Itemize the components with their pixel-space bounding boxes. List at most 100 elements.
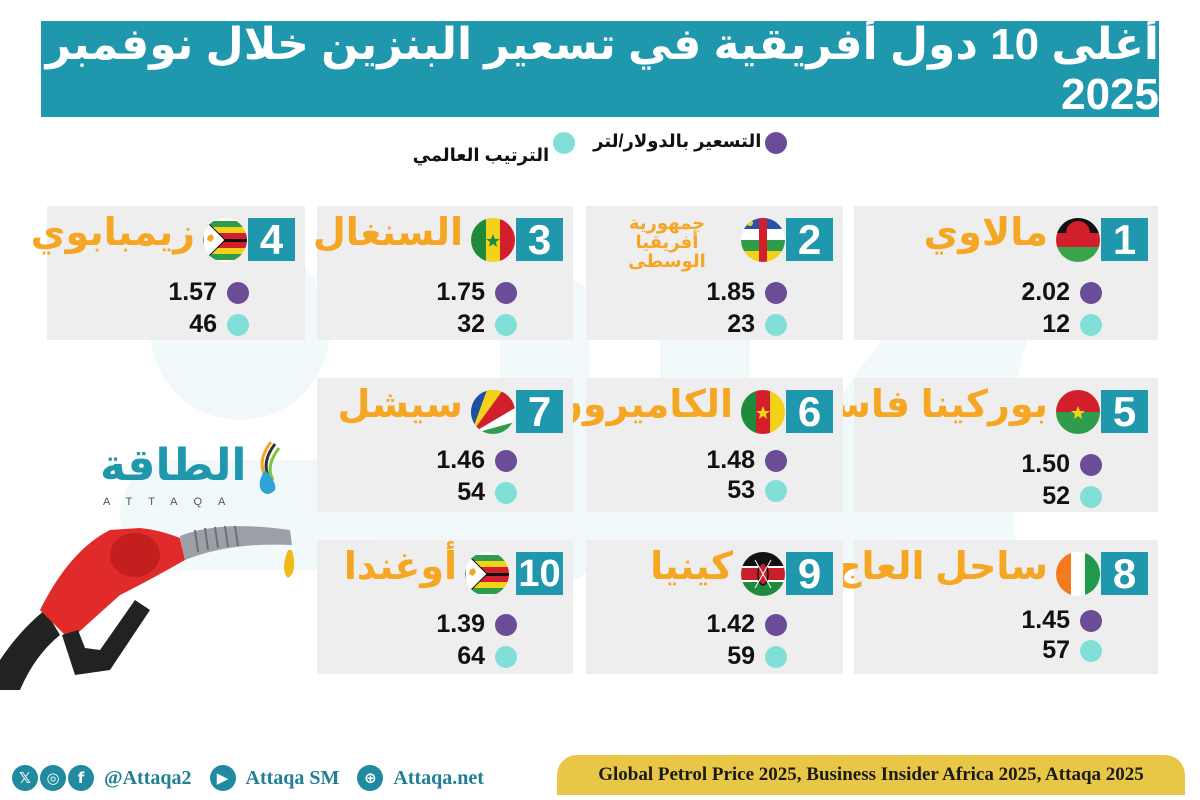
country-name: جمهورية أفريقيا الوسطى [628, 213, 706, 271]
rank-badge: 5 [1101, 390, 1148, 433]
country-card-8: 8 ساحل العاج 1.45 57 [834, 540, 1158, 674]
country-card-1: 1 مالاوي 2.02 12 [854, 206, 1158, 340]
rank-badge: 2 [786, 218, 833, 261]
teal-dot-icon [495, 645, 517, 668]
price-text: 1.46 [436, 446, 485, 474]
country-name: بوركينا فاسو [809, 384, 1048, 426]
teal-dot-icon [765, 479, 787, 502]
social-icons: 𝕏 ◎ f [12, 765, 94, 791]
teal-dot-icon [765, 313, 787, 336]
teal-dot-icon [1080, 313, 1102, 336]
facebook-icon[interactable]: f [68, 765, 94, 791]
ivory-coast-flag-icon [1056, 552, 1100, 596]
rank-badge: 3 [516, 218, 563, 261]
zimbabwe-flag-icon [203, 218, 247, 262]
purple-dot-icon [495, 613, 517, 636]
global-rank-value: 53 [727, 476, 787, 505]
global-rank-text: 59 [727, 642, 755, 670]
seychelles-flag-icon [471, 390, 515, 434]
global-rank-value: 32 [457, 310, 517, 339]
country-name: كينيا [650, 546, 733, 588]
price-text: 1.50 [1021, 450, 1070, 478]
country-name: السنغال [312, 212, 463, 254]
rank-badge: 8 [1101, 552, 1148, 595]
cameroon-flag-icon [741, 390, 785, 434]
price-value: 1.75 [436, 278, 517, 307]
logo-arabic: الطاقة [100, 441, 247, 490]
teal-dot-icon [495, 313, 517, 336]
global-rank-value: 23 [727, 310, 787, 339]
sources-bar: Global Petrol Price 2025, Business Insid… [557, 755, 1185, 795]
global-rank-text: 54 [457, 478, 485, 506]
rank-badge: 10 [516, 552, 563, 595]
flame-drop-icon [259, 441, 281, 494]
purple-dot-icon [765, 613, 787, 636]
legend-rank: الترتيب العالمي [413, 130, 576, 166]
purple-dot-icon [1080, 453, 1102, 476]
fuel-nozzle-icon [0, 525, 295, 690]
youtube-icon[interactable]: ▶ [209, 765, 236, 791]
website-link[interactable]: Attaqa.net [393, 766, 484, 789]
global-rank-value: 59 [727, 642, 787, 671]
price-value: 1.42 [706, 610, 787, 639]
sources-text: Global Petrol Price 2025, Business Insid… [598, 764, 1144, 785]
country-card-5: 5 بوركينا فاسو 1.50 52 [810, 378, 1158, 512]
purple-dot-icon [765, 281, 787, 304]
purple-dot-icon [227, 281, 249, 304]
price-value: 1.45 [1021, 606, 1102, 635]
purple-dot-icon [765, 132, 788, 154]
purple-dot-icon [1080, 609, 1102, 632]
global-rank-text: 64 [457, 642, 485, 670]
legend: التسعير بالدولار/لتر الترتيب العالمي [0, 130, 1200, 170]
youtube-channel[interactable]: Attaqa SM [245, 766, 340, 789]
title-banner: أغلى 10 دول أفريقية في تسعير البنزين خلا… [41, 19, 1159, 119]
price-text: 2.02 [1021, 278, 1070, 306]
global-rank-text: 23 [727, 310, 755, 338]
central-african-republic-flag-icon [741, 218, 785, 262]
teal-dot-icon [765, 645, 787, 668]
global-rank-text: 57 [1042, 636, 1070, 664]
global-rank-value: 46 [189, 310, 249, 339]
social-links: 𝕏 ◎ f @Attaqa2 ▶ Attaqa SM ⊕ Attaqa.net [12, 762, 484, 794]
x-icon[interactable]: 𝕏 [12, 765, 38, 791]
country-card-7: 7 سيشل 1.46 54 [317, 378, 573, 512]
page-title: أغلى 10 دول أفريقية في تسعير البنزين خلا… [45, 19, 1159, 119]
country-card-4: 4 زيمبابوي 1.57 46 [31, 206, 305, 340]
purple-dot-icon [1080, 281, 1102, 304]
malawi-flag-icon [1056, 218, 1100, 262]
social-handle[interactable]: @Attaqa2 [104, 766, 192, 789]
teal-dot-icon [495, 481, 517, 504]
global-rank-text: 53 [727, 476, 755, 504]
country-card-6: 6 الكاميرون 1.48 53 [551, 378, 843, 512]
country-card-9: 9 كينيا 1.42 59 [586, 540, 843, 674]
price-value: 1.57 [168, 278, 249, 307]
attaqa-logo: الطاقة ATTAQA [95, 440, 295, 525]
kenya-flag-icon [741, 552, 785, 596]
legend-rank-label: الترتيب العالمي [412, 145, 550, 165]
zimbabwe-flag-icon [465, 552, 509, 596]
country-card-10: 10 أوغندا 1.39 64 [317, 540, 573, 674]
country-name: زيمبابوي [30, 212, 195, 254]
legend-price-label: التسعير بالدولار/لتر [593, 131, 762, 151]
country-name: سيشل [337, 384, 463, 426]
globe-icon[interactable]: ⊕ [357, 765, 384, 791]
global-rank-text: 52 [1042, 482, 1070, 510]
purple-dot-icon [495, 281, 517, 304]
senegal-flag-icon [471, 218, 515, 262]
price-text: 1.42 [706, 610, 755, 638]
rank-badge: 4 [248, 218, 295, 261]
global-rank-value: 54 [457, 478, 517, 507]
rank-badge: 1 [1101, 218, 1148, 261]
country-card-3: 3 السنغال 1.75 32 [313, 206, 573, 340]
country-name: أوغندا [343, 546, 457, 588]
teal-dot-icon [1080, 639, 1102, 662]
price-text: 1.57 [168, 278, 217, 306]
price-text: 1.75 [436, 278, 485, 306]
price-value: 1.85 [706, 278, 787, 307]
instagram-icon[interactable]: ◎ [40, 765, 66, 791]
global-rank-text: 12 [1042, 310, 1070, 338]
rank-badge: 7 [516, 390, 563, 433]
global-rank-text: 46 [189, 310, 217, 338]
country-name: الكاميرون [550, 384, 733, 426]
price-text: 1.48 [706, 446, 755, 474]
